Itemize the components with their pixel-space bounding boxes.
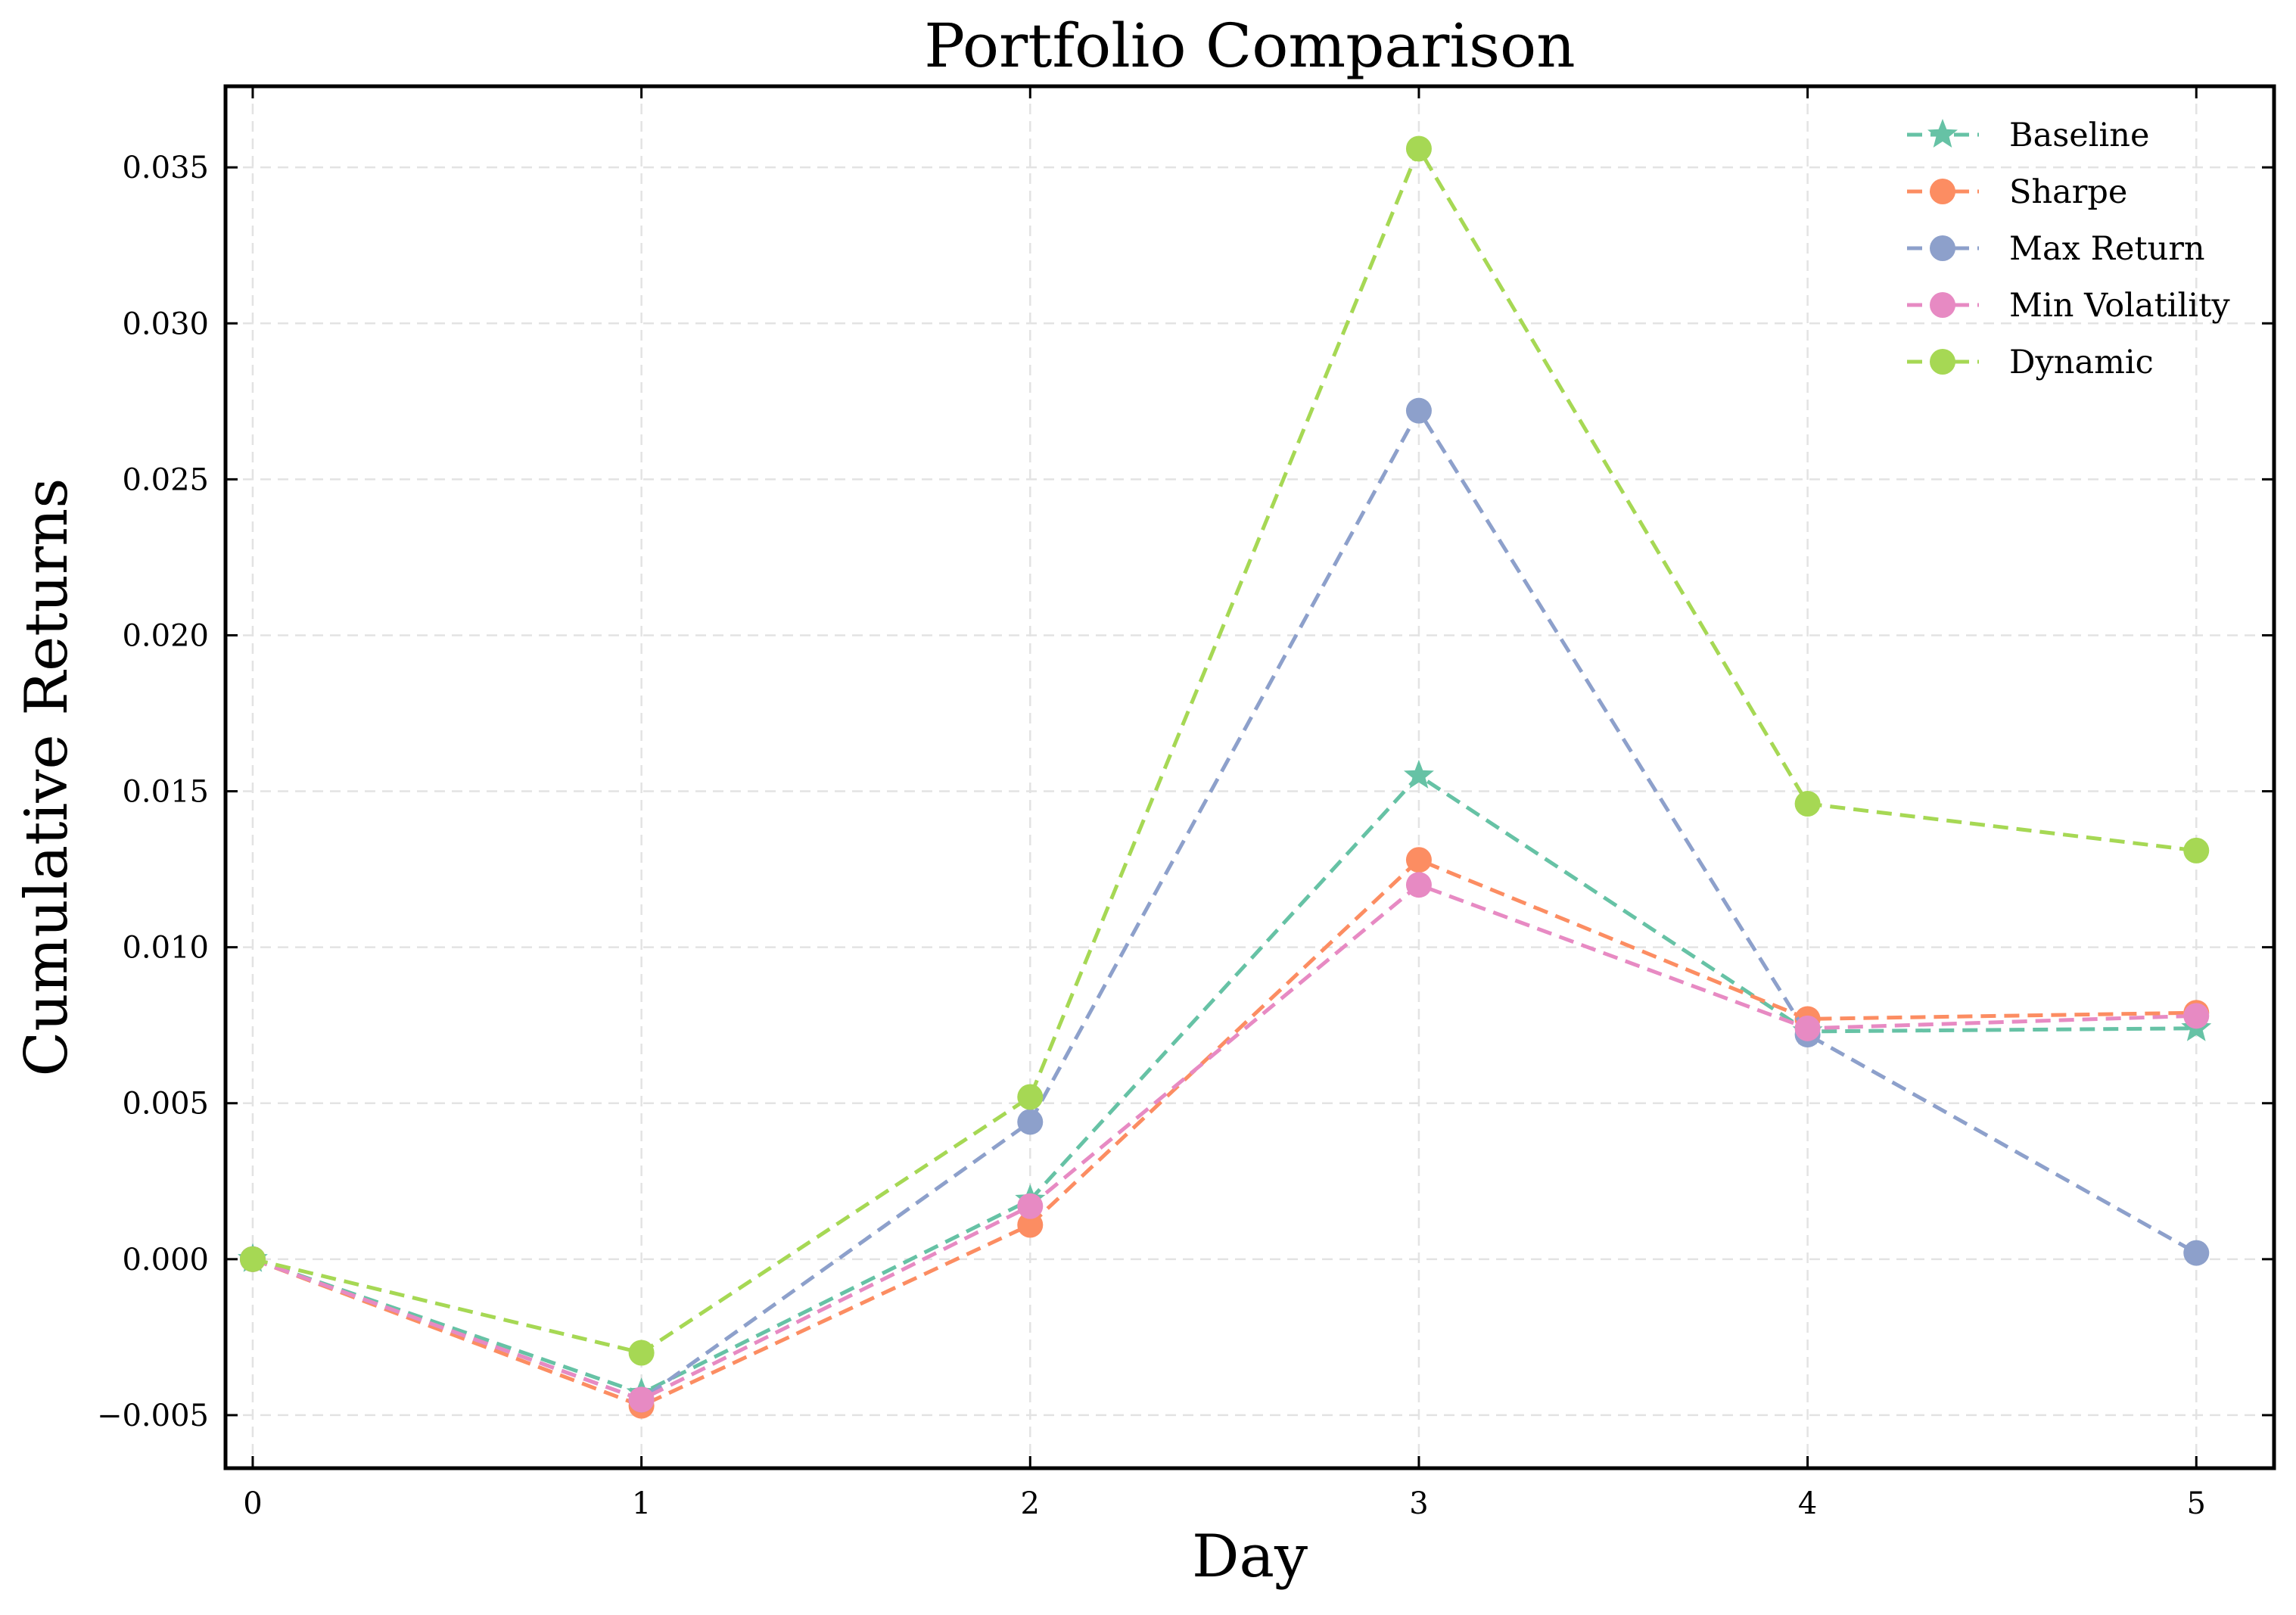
series-baseline [238,759,2212,1407]
y-axis-label: Cumulative Returns [13,478,81,1077]
series-dynamic [239,135,2210,1366]
legend-label: Min Volatility [2009,287,2230,325]
legend-marker [1930,235,1955,261]
plot-frame [223,84,2276,1470]
legend-item-min-volatility: Min Volatility [1907,287,2230,325]
x-tick-label: 3 [1409,1486,1428,1521]
point-baseline [1404,759,1434,789]
legend-label: Max Return [2009,230,2205,268]
legend-item-sharpe: Sharpe [1907,173,2127,211]
chart-title: Portfolio Comparison [924,11,1575,81]
legend-label: Sharpe [2009,173,2127,211]
point-dynamic [1017,1084,1044,1110]
point-dynamic [1794,791,1821,817]
series-max-return [239,397,2210,1413]
point-sharpe [1405,847,1432,873]
point-dynamic [628,1340,655,1366]
legend-label: Dynamic [2009,344,2154,381]
legend-marker [1930,349,1955,375]
legend: Baseline Sharpe Max Return Min Volatility Dy… [1907,117,2230,381]
point-max-return [1017,1109,1044,1135]
y-tick-label: −0.005 [97,1399,209,1433]
y-tick-label: 0.020 [122,618,209,653]
point-max-return [1405,397,1432,424]
y-tick-label: 0.030 [122,307,209,341]
legend-marker [1930,179,1955,204]
point-dynamic [1405,135,1432,162]
legend-item-dynamic: Dynamic [1907,344,2154,381]
series-min-volatility [239,872,2210,1413]
x-tick-label: 5 [2187,1486,2206,1521]
point-min-volatility [1017,1193,1044,1219]
series-line-baseline [252,773,2197,1396]
point-dynamic [2183,837,2210,864]
y-tick-label: 0.010 [122,931,209,966]
point-max-return [2183,1240,2210,1266]
series-sharpe [239,847,2210,1419]
series-layer [238,135,2212,1419]
y-tick-label: 0.025 [122,462,209,497]
legend-item-max-return: Max Return [1907,230,2205,268]
series-line-sharpe [252,857,2197,1408]
point-min-volatility [1405,872,1432,898]
legend-item-baseline: Baseline [1907,117,2149,154]
x-tick-label: 2 [1021,1486,1040,1521]
point-dynamic [239,1246,266,1272]
y-tick-label: 0.000 [122,1243,209,1277]
series-line-dynamic [252,146,2197,1355]
point-min-volatility [628,1386,655,1413]
point-sharpe [1017,1212,1044,1238]
grid [226,86,2274,1468]
point-min-volatility [2183,1003,2210,1029]
axis-ticks: 0 1 2 3 4 5 −0.005 0.000 0.005 0.010 0.015 0.020 0.0… [97,86,2274,1521]
y-tick-label: 0.035 [122,151,209,185]
series-line-max-return [252,409,2198,1402]
x-tick-label: 4 [1798,1486,1817,1521]
series-line-min-volatility [252,882,2197,1402]
legend-marker [1930,292,1955,318]
x-tick-label: 1 [632,1486,651,1521]
y-tick-label: 0.015 [122,775,209,810]
y-tick-label: 0.005 [122,1087,209,1122]
x-tick-label: 0 [243,1486,262,1521]
legend-marker [1927,119,1958,148]
point-min-volatility [1794,1015,1821,1041]
x-axis-label: Day [1192,1523,1308,1591]
legend-label: Baseline [2009,117,2149,154]
